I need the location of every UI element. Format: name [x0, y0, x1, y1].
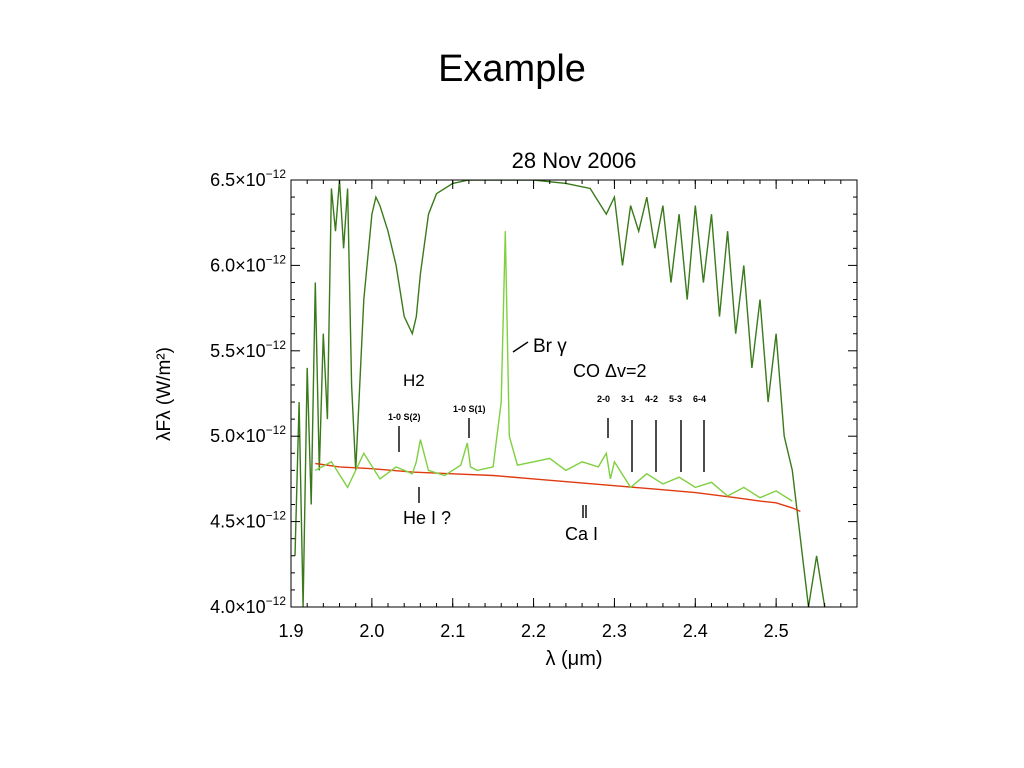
y-tick-mantissa: 4.5×10 [210, 512, 266, 532]
x-tick-label: 2.5 [764, 621, 789, 641]
y-tick-mantissa: 5.5×10 [210, 341, 266, 361]
y-tick-exponent: −12 [266, 252, 287, 266]
x-tick-label: 2.0 [359, 621, 384, 641]
y-tick-exponent: −12 [266, 594, 287, 608]
y-tick-exponent: −12 [266, 338, 287, 352]
co-band-label: 6-4 [693, 394, 706, 404]
y-tick-label: 4.5×10−12 [210, 509, 286, 532]
x-tick-label: 2.4 [683, 621, 708, 641]
series-line-0 [294, 180, 826, 607]
y-tick-label: 5.5×10−12 [210, 338, 286, 361]
y-tick-mantissa: 4.0×10 [210, 597, 266, 617]
annotation-layer: Br γ CO Δv=2 H2 1-0 S(2) 1-0 S(1) 2-0 3-1 4-2 5-… [388, 336, 706, 544]
co-label: CO Δv=2 [573, 361, 647, 381]
co-band-label: 5-3 [669, 394, 682, 404]
y-tick-mantissa: 5.0×10 [210, 426, 266, 446]
co-band-label: 2-0 [597, 394, 610, 404]
y-tick-label: 5.0×10−12 [210, 423, 286, 446]
y-tick-exponent: −12 [266, 423, 287, 437]
y-tick-label: 6.0×10−12 [210, 252, 286, 275]
y-tick-exponent: −12 [266, 509, 287, 523]
axes-layer: 1.9 2.0 2.1 2.2 2.3 2.4 2.54.0×10−124.5×10−125… [154, 148, 858, 670]
x-tick-label: 2.1 [440, 621, 465, 641]
y-tick-mantissa: 6.5×10 [210, 170, 266, 190]
co-band-label: 3-1 [621, 394, 634, 404]
series-line-1 [315, 462, 801, 513]
x-axis-label: λ (μm) [545, 648, 602, 670]
cai-label: Ca I [565, 524, 598, 544]
x-tick-label: 2.3 [602, 621, 627, 641]
co-band-label: 4-2 [645, 394, 658, 404]
y-tick-label: 4.0×10−12 [210, 594, 286, 617]
plot-frame [290, 179, 858, 608]
y-tick-exponent: −12 [266, 167, 287, 181]
y-axis-label: λFλ (W/m²) [154, 347, 175, 441]
h2-s2-label: 1-0 S(2) [388, 412, 421, 422]
y-tick-mantissa: 6.0×10 [210, 255, 266, 275]
br-gamma-label: Br γ [533, 336, 567, 357]
series-line-2 [314, 231, 793, 502]
hei-label: He I ? [403, 508, 451, 528]
br-gamma-pointer [512, 341, 529, 353]
chart-title: 28 Nov 2006 [512, 148, 637, 173]
series-layer [294, 180, 826, 607]
h2-label: H2 [403, 371, 425, 390]
y-tick-label: 6.5×10−12 [210, 167, 286, 190]
h2-s1-label: 1-0 S(1) [453, 404, 486, 414]
x-tick-label: 2.2 [521, 621, 546, 641]
slide-title: Example [438, 48, 586, 90]
x-tick-label: 1.9 [278, 621, 303, 641]
